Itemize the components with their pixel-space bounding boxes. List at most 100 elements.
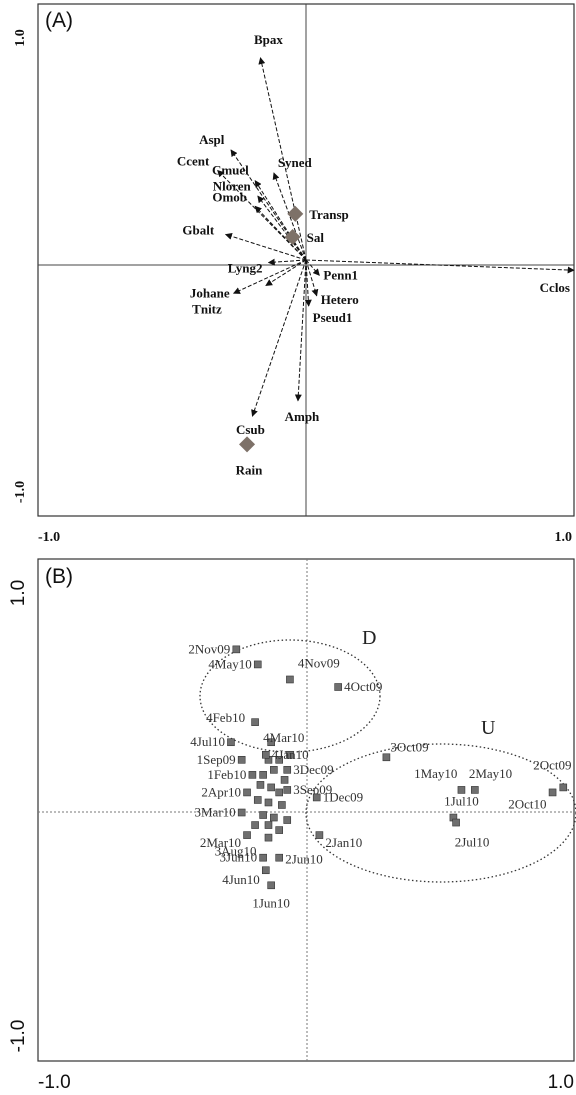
vector-label-csub: Csub (236, 422, 265, 437)
group-u-label: U (481, 717, 496, 739)
site-point-4oct09 (334, 683, 342, 691)
vector-arrow-pseud1 (304, 259, 312, 307)
panel-b-y-tick-bottom: -1.0 (8, 1020, 29, 1053)
site-point-unlabeled-9 (253, 796, 262, 804)
vector-label-amph: Amph (285, 409, 320, 424)
panel-b-x-tick-right: 1.0 (548, 1072, 574, 1093)
site-point-1feb10 (248, 771, 257, 779)
env-label-rain: Rain (236, 462, 264, 477)
panel-b-x-tick-left: -1.0 (38, 1072, 71, 1093)
site-point-2jun10 (275, 853, 284, 862)
site-label-3aug10: 3Aug10 (215, 844, 257, 859)
site-label-3mar10: 3Mar10 (195, 805, 236, 820)
vector-arrow-lyng2 (267, 258, 307, 266)
panel-b-frame (37, 558, 575, 1062)
vector-arrow-gbalt (224, 232, 307, 261)
panel-a-y-tick-top: 1.0 (13, 29, 28, 47)
env-diamond-sal (284, 228, 301, 245)
panel-a-y-tick-bottom: -1.0 (13, 481, 28, 503)
site-label-2may10: 2May10 (469, 766, 512, 781)
env-label-transp: Transp (309, 207, 349, 222)
panel-b-y-tick-top: 1.0 (8, 580, 29, 606)
env-label-sal: Sal (307, 230, 325, 245)
site-point-unlabeled-11 (278, 801, 286, 809)
vector-label-pseud1: Pseud1 (313, 310, 353, 325)
site-point-unlabeled-7 (267, 783, 275, 792)
site-label-4nov09: 4Nov09 (298, 655, 340, 670)
site-label-4jan10: 4Jan10 (272, 747, 309, 762)
vector-label-johane: Johane (190, 285, 230, 300)
site-point-unlabeled-5 (280, 776, 289, 784)
site-label-1may10: 1May10 (414, 766, 457, 781)
site-point-unlabeled-14 (283, 816, 292, 824)
vector-arrow-cclos (305, 259, 575, 274)
site-label-1jul10: 1Jul10 (444, 794, 479, 809)
vector-label-penn1: Penn1 (323, 267, 358, 282)
site-label-1dec09: 1Dec09 (323, 789, 363, 804)
site-point-4jan10 (261, 750, 270, 759)
site-point-2jul10 (452, 818, 460, 827)
site-point-4may10 (253, 660, 262, 669)
site-point-unlabeled-16 (264, 821, 273, 829)
vector-label-cclos: Cclos (540, 280, 570, 295)
site-point-unlabeled-8 (275, 788, 284, 797)
vector-arrow-aspl (230, 149, 307, 261)
site-label-1sep09: 1Sep09 (197, 752, 236, 767)
vector-label-syned: Syned (278, 155, 313, 170)
site-point-4jun10 (261, 866, 270, 875)
site-label-2mar10: 2Mar10 (200, 835, 241, 850)
site-point-1dec09 (312, 793, 321, 802)
site-point-2mar10 (243, 831, 251, 839)
vector-arrow-cmuel (254, 180, 307, 261)
vector-label-ccent: Ccent (177, 154, 210, 169)
group-d-label: D (362, 627, 376, 649)
group-u-ellipse (305, 743, 576, 883)
vector-arrow-syned (272, 172, 307, 261)
site-point-3mar10 (237, 808, 246, 817)
panel-b-label: (B) (45, 565, 73, 588)
site-label-2apr10: 2Apr10 (201, 784, 241, 799)
site-label-4jul10: 4Jul10 (190, 734, 225, 749)
site-point-unlabeled-13 (270, 813, 278, 822)
site-label-2jul10: 2Jul10 (455, 835, 490, 850)
vector-label-nloren: Nloren (213, 178, 252, 193)
vector-label-aspl: Aspl (199, 132, 225, 147)
site-label-3oct09: 3Oct09 (390, 739, 428, 754)
vector-label-cmuel: Cmuel (212, 162, 249, 177)
site-label-4jun10: 4Jun10 (222, 872, 260, 887)
vector-label-omob: Omob (212, 189, 247, 204)
site-label-3sep09: 3Sep09 (293, 782, 332, 797)
site-label-4oct09: 4Oct09 (344, 679, 382, 694)
site-label-4feb10: 4Feb10 (206, 710, 245, 725)
site-label-3dec09: 3Dec09 (293, 762, 333, 777)
site-label-2jun10: 2Jun10 (285, 852, 323, 867)
vector-arrow-amph (294, 259, 307, 402)
site-label-3jun10: 3Jun10 (220, 850, 258, 865)
site-point-2may10 (471, 786, 479, 794)
env-diamond-transp (287, 205, 304, 222)
vector-label-gbalt: Gbalt (182, 223, 214, 238)
panel-a-x-tick-right: 1.0 (555, 530, 573, 545)
site-label-2oct09: 2Oct09 (533, 757, 571, 772)
site-point-1may10 (457, 786, 466, 794)
site-point-unlabeled-1 (275, 755, 284, 764)
site-point-2nov09 (232, 645, 241, 654)
env-diamond-rain (239, 436, 256, 453)
site-point-unlabeled-12 (259, 811, 267, 819)
site-point-unlabeled-3 (259, 771, 267, 779)
vector-label-bpax: Bpax (254, 32, 283, 47)
site-point-4mar10 (267, 738, 275, 747)
vector-arrow-nloren (257, 195, 307, 261)
site-point-2apr10 (243, 788, 251, 797)
vector-arrow-bpax (258, 57, 307, 261)
vector-label-tnitz: Tnitz (192, 302, 222, 317)
site-label-2nov09: 2Nov09 (188, 641, 230, 656)
panel-a-x-tick-left: -1.0 (38, 530, 60, 545)
site-point-4feb10 (251, 718, 259, 726)
vector-arrow-penn1 (305, 259, 320, 276)
site-point-3dec09 (283, 766, 292, 774)
vector-arrow-tnitz (265, 259, 307, 287)
